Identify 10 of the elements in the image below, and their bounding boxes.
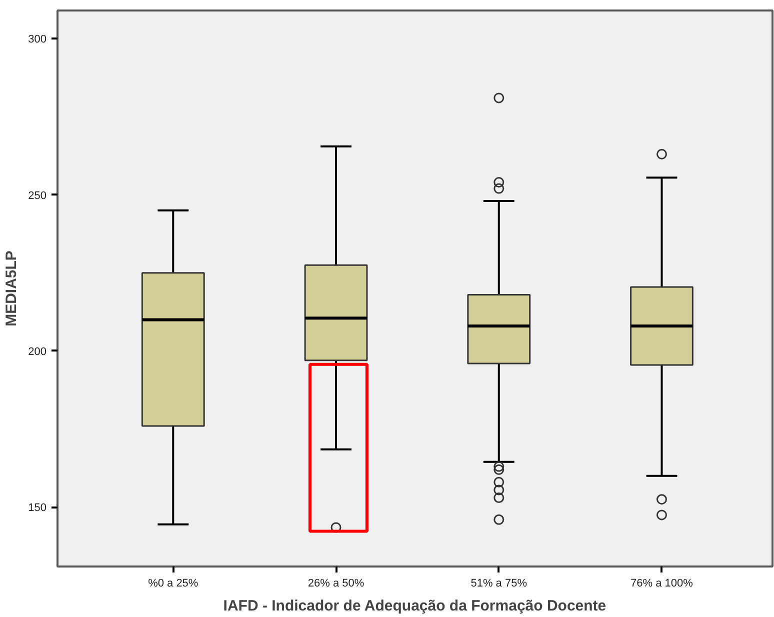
- x-tick-label: 51% a 75%: [470, 578, 528, 590]
- y-tick-label: 200: [28, 346, 47, 358]
- y-tick-label: 150: [28, 502, 47, 514]
- x-tick-label: %0 a 25%: [148, 578, 198, 590]
- y-tick-label: 250: [28, 190, 47, 202]
- x-tick-label: 26% a 50%: [308, 578, 364, 590]
- y-tick-label: 300: [28, 34, 47, 46]
- x-tick-label: 76% a 100%: [630, 578, 694, 590]
- y-axis-title: MEDIA5LP: [3, 250, 20, 326]
- x-axis-title: IAFD - Indicador de Adequação da Formação Docente: [223, 598, 606, 614]
